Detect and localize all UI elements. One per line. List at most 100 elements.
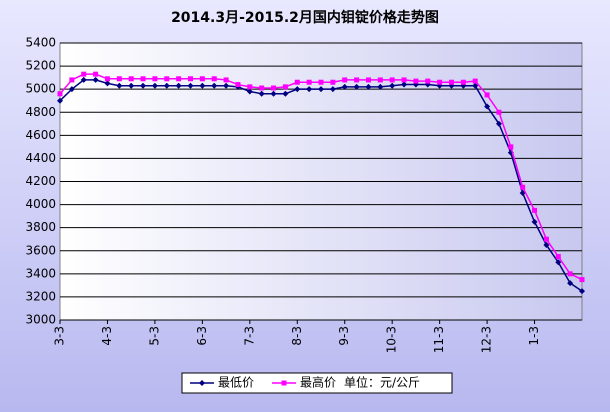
x-tick-label: 3-3 (53, 326, 67, 346)
y-tick-label: 5400 (25, 36, 56, 50)
legend-label: 最高价 (300, 375, 336, 390)
point (223, 82, 230, 89)
point (57, 91, 63, 97)
point (235, 82, 241, 88)
point (116, 76, 122, 82)
legend-marker (281, 380, 287, 386)
point (188, 76, 193, 82)
point (389, 82, 396, 89)
point (543, 236, 549, 242)
point (151, 82, 158, 89)
point (199, 76, 205, 82)
point (259, 85, 265, 91)
y-tick-label: 4200 (25, 174, 56, 188)
point (460, 79, 466, 85)
point (341, 83, 348, 90)
point (223, 77, 229, 83)
point (306, 86, 313, 93)
point (211, 76, 217, 82)
point (164, 76, 170, 82)
point (80, 76, 87, 83)
point (116, 82, 123, 89)
point (187, 82, 194, 89)
y-tick-label: 4400 (25, 151, 56, 165)
point (342, 77, 348, 83)
point (163, 82, 170, 89)
point (567, 280, 574, 287)
point (128, 82, 135, 89)
point (258, 90, 265, 97)
point (520, 184, 526, 190)
point (401, 81, 408, 88)
point (555, 259, 562, 266)
point (140, 82, 147, 89)
point (282, 90, 289, 97)
point (92, 76, 99, 83)
point (377, 83, 384, 90)
point (579, 288, 585, 295)
point (318, 79, 324, 85)
chart-title: 2014.3月-2015.2月国内钼锭价格走势图 (171, 9, 439, 26)
point (57, 97, 63, 104)
point (401, 77, 407, 83)
point (365, 83, 372, 90)
point (365, 77, 371, 83)
point (81, 71, 87, 77)
point (425, 78, 431, 84)
unit-note: 单位：元/公斤 (344, 375, 420, 390)
x-tick-label: 12-3 (480, 326, 494, 353)
y-tick-label: 4000 (25, 197, 56, 211)
y-tick-label: 4800 (25, 105, 56, 119)
point (329, 86, 336, 93)
legend-label: 最低价 (218, 376, 254, 390)
point (495, 120, 502, 127)
point (472, 78, 478, 84)
point (294, 79, 300, 85)
point (437, 79, 443, 85)
point (247, 84, 253, 90)
y-tick-label: 3600 (25, 243, 56, 257)
point (282, 84, 288, 90)
y-tick-label: 3800 (25, 220, 56, 234)
legend-marker (199, 380, 205, 386)
point (306, 79, 312, 85)
point (270, 90, 277, 97)
point (211, 82, 218, 89)
x-tick-label: 1-3 (527, 326, 541, 346)
point (579, 277, 585, 283)
x-tick-label: 5-3 (147, 326, 161, 346)
point (567, 271, 573, 277)
point (353, 83, 360, 90)
point (93, 71, 99, 77)
x-tick-label: 4-3 (100, 326, 114, 346)
point (484, 92, 490, 98)
x-tick-label: 10-3 (385, 326, 399, 353)
point (508, 144, 514, 150)
point (531, 218, 538, 225)
point (484, 103, 491, 110)
point (354, 77, 360, 83)
point (176, 76, 182, 82)
legend (181, 372, 453, 394)
point (413, 78, 419, 84)
x-tick-label: 11-3 (432, 326, 446, 353)
point (128, 76, 134, 82)
point (246, 88, 253, 95)
x-tick-label: 8-3 (290, 326, 304, 346)
x-tick-label: 6-3 (195, 326, 209, 346)
point (104, 76, 110, 82)
point (294, 86, 301, 93)
x-tick-label: 9-3 (337, 326, 351, 346)
point (199, 82, 206, 89)
point (543, 241, 550, 248)
point (472, 82, 479, 89)
y-tick-label: 5000 (25, 82, 56, 96)
y-tick-label: 3200 (25, 289, 56, 303)
point (449, 79, 454, 85)
point (69, 77, 75, 83)
point (318, 86, 324, 93)
point (140, 76, 146, 82)
point (104, 80, 111, 87)
point (555, 254, 561, 260)
